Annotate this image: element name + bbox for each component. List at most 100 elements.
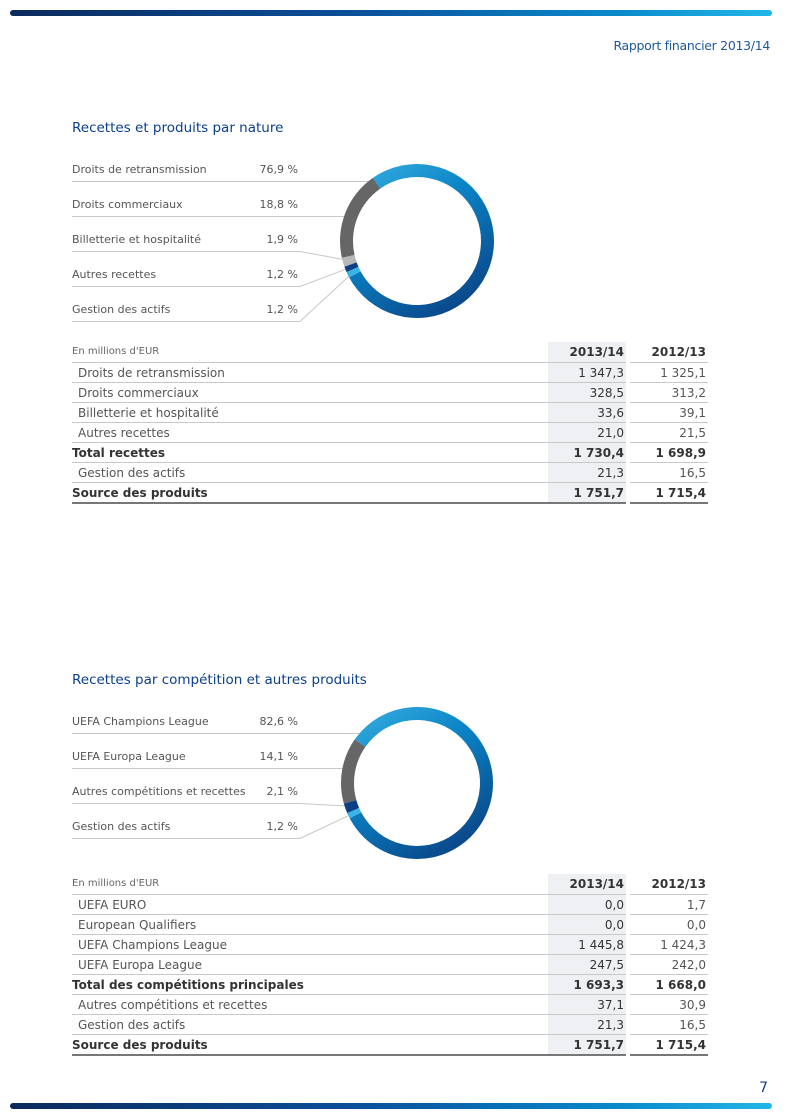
section2-table: En millions d'EUR 2013/14 2012/13 UEFA EURO… — [72, 873, 708, 1056]
row-label: European Qualifiers — [72, 914, 548, 935]
legend-label: Droits de retransmission — [72, 163, 207, 176]
table-row: Gestion des actifs 21,3 16,5 — [72, 1014, 708, 1035]
table-row: European Qualifiers 0,0 0,0 — [72, 914, 708, 935]
legend-item: Gestion des actifs 1,2 % — [72, 820, 300, 839]
table-row: UEFA EURO 0,0 1,7 — [72, 894, 708, 915]
legend-item: Droits commerciaux 18,8 % — [72, 198, 300, 217]
column-header: 2012/13 — [651, 876, 706, 891]
value-2012-13: 1 325,1 — [630, 362, 708, 383]
table-row: UEFA Champions League 1 445,8 1 424,3 — [72, 934, 708, 955]
donut-slice — [349, 163, 495, 318]
leader-line — [299, 803, 352, 807]
legend-item: Billetterie et hospitalité 1,9 % — [72, 233, 300, 252]
value-2013-14: 21,3 — [548, 462, 626, 483]
footer-bar — [10, 1103, 772, 1109]
legend-item: Droits de retransmission 76,9 % — [72, 163, 300, 182]
value-2013-14: 21,3 — [548, 1014, 626, 1035]
value-2013-14: 0,0 — [548, 914, 626, 935]
table-header: En millions d'EUR 2013/14 2012/13 — [72, 873, 708, 895]
table-row: Source des produits 1 751,7 1 715,4 — [72, 482, 708, 504]
unit-label: En millions d'EUR — [72, 346, 160, 358]
row-label: Total recettes — [72, 442, 548, 463]
row-label: UEFA Europa League — [72, 954, 548, 975]
legend-label: Droits commerciaux — [72, 198, 183, 211]
value-2012-13: 1,7 — [630, 894, 708, 915]
legend-item: UEFA Europa League 14,1 % — [72, 750, 300, 769]
donut-slice — [343, 800, 360, 814]
column-header: 2013/14 — [548, 341, 626, 363]
table-row: Billetterie et hospitalité 33,6 39,1 — [72, 402, 708, 423]
leader-line — [299, 251, 350, 262]
donut-slice — [340, 177, 381, 258]
table-row: Droits commerciaux 328,5 313,2 — [72, 382, 708, 403]
value-2012-13: 313,2 — [630, 382, 708, 403]
legend-label: UEFA Champions League — [72, 715, 209, 728]
legend-value: 1,2 % — [266, 268, 298, 281]
leader-line — [299, 812, 355, 839]
legend-label: Autres compétitions et recettes — [72, 785, 246, 798]
legend-label: Billetterie et hospitalité — [72, 233, 202, 246]
table-row: Autres recettes 21,0 21,5 — [72, 422, 708, 443]
value-2013-14: 1 445,8 — [548, 934, 626, 955]
section1-table: En millions d'EUR 2013/14 2012/13 Droits de… — [72, 341, 708, 504]
row-label: Droits commerciaux — [72, 382, 548, 403]
row-label: Autres recettes — [72, 422, 548, 443]
legend-value: 1,2 % — [266, 303, 298, 316]
legend-label: Gestion des actifs — [72, 820, 171, 833]
value-2013-14: 37,1 — [548, 994, 626, 1015]
row-label: Source des produits — [72, 1034, 548, 1056]
legend-value: 14,1 % — [259, 750, 298, 763]
section2-title: Recettes par compétition et autres produ… — [72, 672, 367, 688]
column-header: 2012/13 — [651, 344, 706, 359]
value-2012-13: 16,5 — [630, 1014, 708, 1035]
donut-slice — [346, 266, 361, 278]
header-bar — [10, 10, 772, 16]
donut-slice — [347, 807, 362, 819]
table-row: Total recettes 1 730,4 1 698,9 — [72, 442, 708, 463]
table-row: Source des produits 1 751,7 1 715,4 — [72, 1034, 708, 1056]
row-label: Source des produits — [72, 482, 548, 504]
value-2012-13: 16,5 — [630, 462, 708, 483]
value-2012-13: 242,0 — [630, 954, 708, 975]
row-label: UEFA EURO — [72, 894, 548, 915]
value-2013-14: 1 693,3 — [548, 974, 626, 995]
value-2012-13: 1 668,0 — [630, 974, 708, 995]
row-label: Total des compétitions principales — [72, 974, 548, 995]
value-2013-14: 328,5 — [548, 382, 626, 403]
legend-value: 76,9 % — [259, 163, 298, 176]
table-row: UEFA Europa League 247,5 242,0 — [72, 954, 708, 975]
legend-label: Autres recettes — [72, 268, 157, 281]
value-2012-13: 39,1 — [630, 402, 708, 423]
legend-label: UEFA Europa League — [72, 750, 186, 763]
legend-value: 2,1 % — [266, 785, 298, 798]
row-label: Gestion des actifs — [72, 1014, 548, 1035]
donut-slice — [344, 262, 359, 273]
table-header: En millions d'EUR 2013/14 2012/13 — [72, 341, 708, 363]
legend-label: Gestion des actifs — [72, 303, 171, 316]
value-2012-13: 1 715,4 — [630, 1034, 708, 1056]
legend-value: 1,9 % — [266, 233, 298, 246]
value-2013-14: 1 751,7 — [548, 1034, 626, 1056]
legend-item: UEFA Champions League 82,6 % — [72, 715, 300, 734]
value-2012-13: 0,0 — [630, 914, 708, 935]
value-2013-14: 1 751,7 — [548, 482, 626, 504]
value-2013-14: 247,5 — [548, 954, 626, 975]
value-2013-14: 33,6 — [548, 402, 626, 423]
value-2012-13: 1 715,4 — [630, 482, 708, 504]
legend-item: Autres recettes 1,2 % — [72, 268, 300, 287]
leader-line — [299, 266, 352, 287]
row-label: Gestion des actifs — [72, 462, 548, 483]
value-2013-14: 1 347,3 — [548, 362, 626, 383]
row-label: Droits de retransmission — [72, 362, 548, 383]
column-header: 2013/14 — [548, 873, 626, 895]
legend-value: 18,8 % — [259, 198, 298, 211]
value-2012-13: 1 424,3 — [630, 934, 708, 955]
value-2013-14: 21,0 — [548, 422, 626, 443]
legend-item: Autres compétitions et recettes 2,1 % — [72, 785, 300, 804]
table-row: Autres compétitions et recettes 37,1 30,9 — [72, 994, 708, 1015]
value-2012-13: 30,9 — [630, 994, 708, 1015]
table-row: Gestion des actifs 21,3 16,5 — [72, 462, 708, 483]
donut-slice — [340, 739, 366, 804]
row-label: UEFA Champions League — [72, 934, 548, 955]
